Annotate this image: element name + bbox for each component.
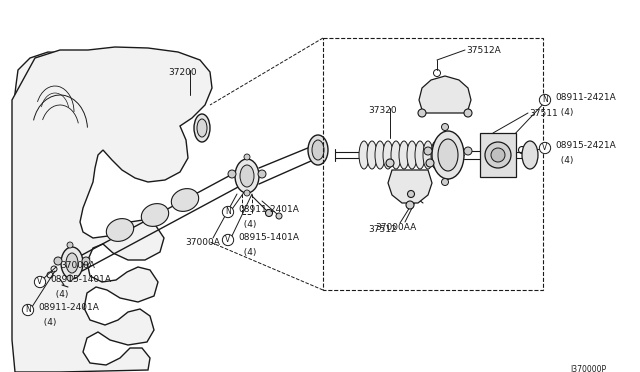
- Ellipse shape: [66, 253, 78, 273]
- Text: 08911-2401A: 08911-2401A: [38, 304, 99, 312]
- Circle shape: [418, 109, 426, 117]
- Ellipse shape: [415, 141, 425, 169]
- Ellipse shape: [235, 159, 259, 193]
- Circle shape: [82, 257, 90, 265]
- Ellipse shape: [61, 247, 83, 279]
- Ellipse shape: [367, 141, 377, 169]
- Text: 37320: 37320: [368, 106, 397, 115]
- Circle shape: [464, 147, 472, 155]
- Text: N: N: [25, 305, 31, 314]
- Text: 37511: 37511: [529, 109, 557, 118]
- Ellipse shape: [491, 148, 505, 162]
- Text: (4): (4): [238, 220, 257, 229]
- Ellipse shape: [399, 141, 409, 169]
- Text: 08915-1401A: 08915-1401A: [50, 276, 111, 285]
- Text: 37000A: 37000A: [185, 238, 220, 247]
- Text: 08915-2421A: 08915-2421A: [555, 141, 616, 151]
- Circle shape: [386, 159, 394, 167]
- Circle shape: [406, 201, 414, 209]
- Text: 08915-1401A: 08915-1401A: [238, 234, 299, 243]
- Ellipse shape: [431, 141, 441, 169]
- Circle shape: [442, 124, 449, 131]
- Text: 37512: 37512: [368, 225, 397, 234]
- Ellipse shape: [391, 141, 401, 169]
- Circle shape: [464, 109, 472, 117]
- Ellipse shape: [308, 135, 328, 165]
- Text: V: V: [542, 144, 548, 153]
- Polygon shape: [419, 76, 471, 113]
- Ellipse shape: [141, 203, 169, 227]
- Circle shape: [276, 213, 282, 219]
- Ellipse shape: [375, 141, 385, 169]
- Ellipse shape: [407, 141, 417, 169]
- Text: (4): (4): [50, 290, 68, 299]
- Text: 37512A: 37512A: [466, 46, 500, 55]
- Circle shape: [258, 170, 266, 178]
- Circle shape: [67, 242, 73, 248]
- Circle shape: [408, 190, 415, 198]
- Text: 37000AA: 37000AA: [375, 223, 416, 232]
- Ellipse shape: [423, 141, 433, 169]
- Ellipse shape: [485, 142, 511, 168]
- Bar: [323, 38, 543, 290]
- Text: N: N: [542, 96, 548, 105]
- Text: J370000P: J370000P: [570, 365, 606, 372]
- Text: 37200: 37200: [168, 68, 196, 77]
- Ellipse shape: [359, 141, 369, 169]
- Text: (4): (4): [238, 248, 257, 257]
- Ellipse shape: [522, 141, 538, 169]
- Polygon shape: [388, 170, 432, 203]
- Ellipse shape: [240, 165, 254, 187]
- Ellipse shape: [438, 139, 458, 171]
- Circle shape: [244, 154, 250, 160]
- Bar: [480, 133, 516, 177]
- Text: (4): (4): [555, 108, 573, 117]
- Circle shape: [424, 147, 432, 155]
- Ellipse shape: [197, 119, 207, 137]
- Text: 08911-2421A: 08911-2421A: [555, 93, 616, 103]
- Ellipse shape: [383, 141, 393, 169]
- Ellipse shape: [312, 140, 324, 160]
- Text: (4): (4): [38, 318, 56, 327]
- Text: 08911-2401A: 08911-2401A: [238, 205, 299, 215]
- Text: (4): (4): [555, 156, 573, 165]
- Circle shape: [244, 190, 250, 196]
- Circle shape: [426, 159, 434, 167]
- Text: N: N: [225, 208, 231, 217]
- Circle shape: [266, 209, 273, 217]
- Circle shape: [228, 170, 236, 178]
- Ellipse shape: [172, 189, 198, 211]
- Ellipse shape: [432, 131, 464, 179]
- Circle shape: [67, 275, 73, 281]
- Text: V: V: [37, 278, 43, 286]
- Text: 37000A: 37000A: [60, 261, 95, 270]
- Text: V: V: [225, 235, 230, 244]
- Ellipse shape: [194, 114, 210, 142]
- Polygon shape: [14, 52, 90, 170]
- Circle shape: [54, 257, 62, 265]
- Circle shape: [442, 179, 449, 186]
- Polygon shape: [12, 47, 212, 372]
- Ellipse shape: [106, 219, 134, 241]
